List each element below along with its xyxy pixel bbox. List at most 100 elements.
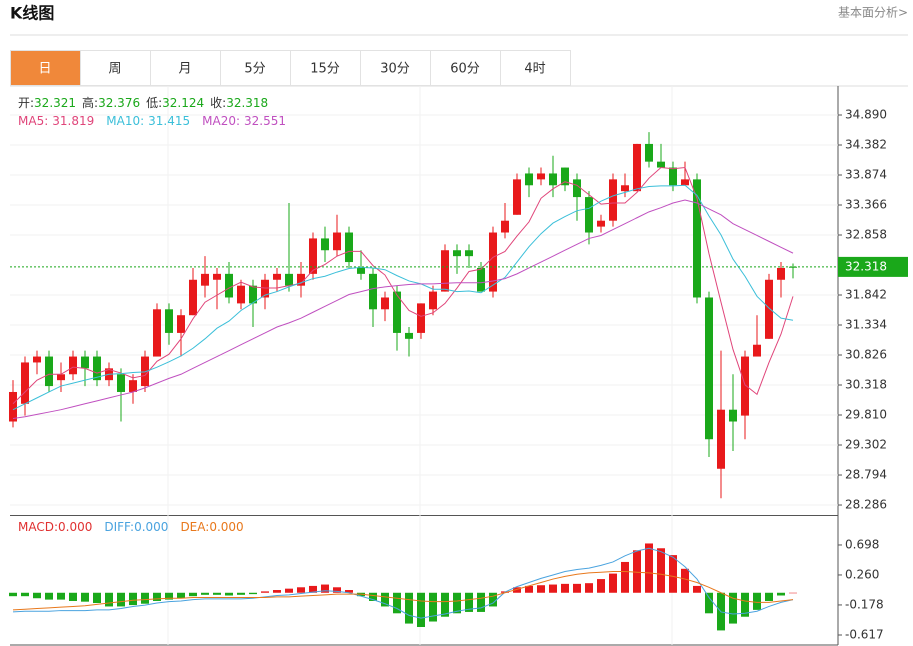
legend-name: MACD: (18, 520, 58, 534)
candle-body (177, 315, 185, 333)
macd-bar (477, 592, 485, 612)
y-tick-label: 34.382 (845, 137, 887, 151)
tab-label[interactable]: 60分 (450, 62, 480, 77)
y-tick-label: 0.698 (845, 537, 879, 551)
macd-bar (597, 579, 605, 593)
candle-body (261, 279, 269, 298)
legend-name: DEA: (180, 520, 209, 534)
y-tick-label: -0.617 (845, 628, 884, 642)
candle-body (501, 220, 509, 233)
legend-value: 0.000 (58, 520, 92, 534)
tab-label[interactable]: 周 (108, 62, 121, 77)
macd-bar (405, 592, 413, 624)
macd-bar (33, 592, 41, 599)
info-value: 32.321 (34, 96, 76, 110)
macd-bar (393, 592, 401, 614)
macd-bar (645, 543, 653, 593)
candle-body (657, 161, 665, 168)
tab-label[interactable]: 月 (178, 62, 191, 77)
y-tick-label: 33.366 (845, 197, 887, 211)
macd-bar (333, 587, 341, 593)
macd-bar (129, 592, 137, 606)
macd-bar (273, 590, 281, 593)
macd-bar (417, 592, 425, 627)
macd-bar (681, 568, 689, 593)
candle-body (465, 250, 473, 257)
candle-body (513, 179, 521, 215)
candle-body (453, 250, 461, 257)
macd-bar (345, 590, 353, 593)
candle-body (693, 179, 701, 298)
tab-label[interactable]: 15分 (310, 62, 340, 77)
tab[interactable] (500, 50, 571, 86)
legend-value: 31.415 (148, 114, 190, 128)
macd-bar (777, 592, 785, 596)
candle-body (441, 250, 449, 292)
line (12, 571, 794, 611)
macd-bar (789, 592, 797, 594)
candle-body (585, 197, 593, 233)
candle-body (9, 391, 17, 422)
legend-name: MA5: (18, 114, 48, 128)
macd-bar (297, 587, 305, 593)
info-value: 32.376 (98, 96, 140, 110)
candle-body (21, 362, 29, 404)
tab-label[interactable]: 30分 (380, 62, 410, 77)
y-tick-label: 34.890 (845, 107, 887, 121)
macd-bar (429, 592, 437, 622)
candle-body (765, 279, 773, 339)
candle-body (129, 380, 137, 392)
macd-bar (741, 592, 749, 617)
tab[interactable] (430, 50, 501, 86)
macd-bar (21, 592, 29, 597)
tab[interactable] (10, 50, 81, 86)
info-value: 32.124 (162, 96, 204, 110)
macd-bar (573, 583, 581, 593)
info-label: 低: (146, 96, 162, 110)
ohlc-info: 开:32.321 高:32.376 低:32.124 收:32.318 (18, 95, 268, 110)
y-tick-label: 32.858 (845, 227, 887, 241)
y-tick-label: 31.842 (845, 288, 887, 302)
y-tick-label: 29.810 (845, 408, 887, 422)
candle-body (237, 285, 245, 304)
macd-bar (261, 591, 269, 593)
candle-body (117, 374, 125, 392)
analysis-link[interactable]: 基本面分析> (838, 6, 908, 20)
tab-label[interactable]: 5分 (244, 62, 265, 77)
candle-body (357, 267, 365, 274)
macd-bar (465, 592, 473, 612)
macd-bar (561, 583, 569, 593)
legend-value: 0.000 (209, 520, 243, 534)
tab[interactable] (80, 50, 151, 86)
candle-body (489, 232, 497, 292)
candle-body (789, 266, 797, 268)
tab-label[interactable]: 4时 (524, 62, 545, 77)
macd-bar (57, 592, 65, 600)
line (12, 184, 794, 411)
candle-body (45, 356, 53, 387)
candle-body (69, 356, 77, 375)
macd-bar (525, 585, 533, 593)
candle-body (417, 303, 425, 333)
candle-body (597, 220, 605, 227)
tab[interactable] (360, 50, 431, 86)
macd-bar (537, 585, 545, 593)
info-label: 开: (18, 96, 34, 110)
macd-bar (201, 592, 209, 595)
candle-body (93, 356, 101, 381)
y-tick-label: -0.178 (845, 597, 884, 611)
candle-body (669, 167, 677, 186)
candle-body (393, 291, 401, 333)
line (12, 547, 794, 619)
line (12, 167, 794, 405)
candle-body (537, 173, 545, 180)
y-tick-label: 30.826 (845, 348, 887, 362)
macd-bar (177, 592, 185, 599)
tab-label[interactable]: 日 (38, 62, 51, 77)
candle-body (345, 232, 353, 263)
candle-body (681, 179, 689, 186)
candle-body (81, 356, 89, 369)
macd-bar (237, 592, 245, 595)
candle-body (57, 374, 65, 381)
